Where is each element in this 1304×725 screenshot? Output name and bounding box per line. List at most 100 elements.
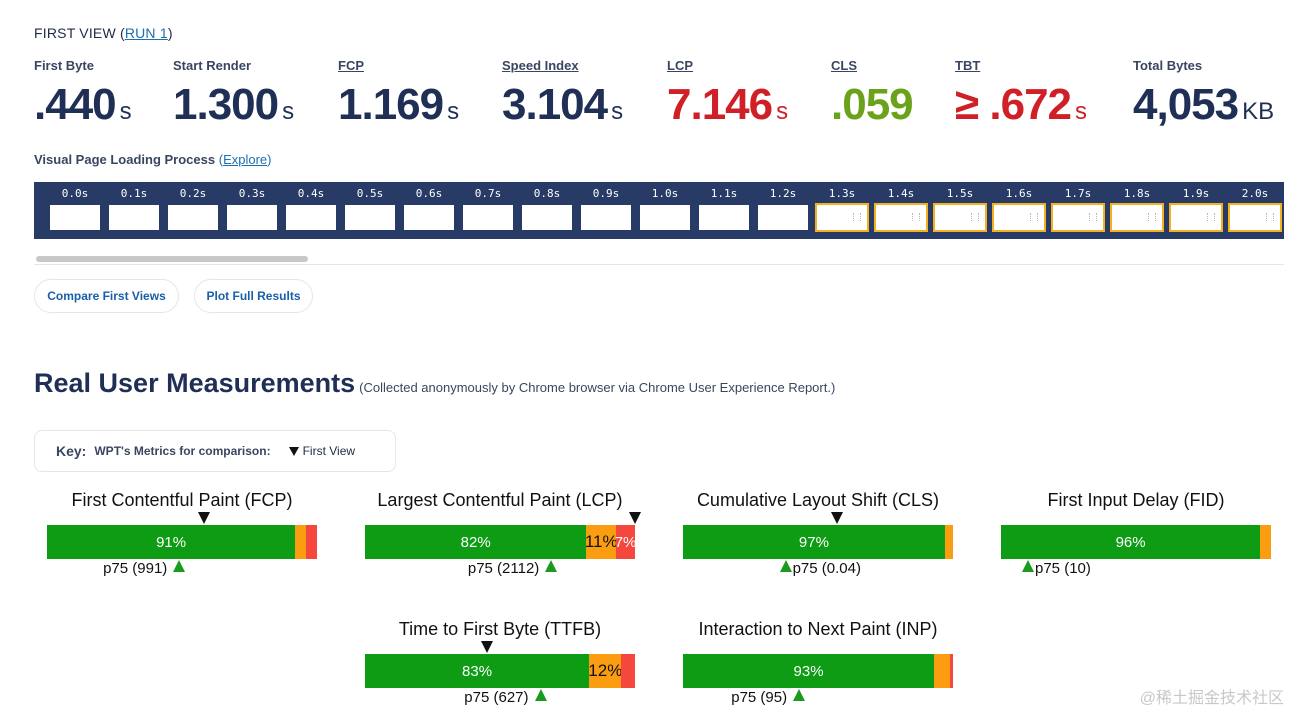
compare-first-views-button[interactable]: Compare First Views xyxy=(34,279,179,313)
filmstrip-frame[interactable]: 0.3s xyxy=(225,182,279,239)
triangle-down-icon xyxy=(288,447,299,456)
frame-time: 1.8s xyxy=(1123,187,1151,200)
bar-segment-bad xyxy=(306,525,317,559)
distribution-bar: 97% xyxy=(683,525,953,559)
filmstrip-frame[interactable]: 1.8s xyxy=(1110,182,1164,239)
filmstrip-frame[interactable]: 0.0s xyxy=(48,182,102,239)
rum-card-title: First Contentful Paint (FCP) xyxy=(71,490,293,510)
p75-label: p75 (10) xyxy=(1035,560,1091,577)
bar-segment-good: 93% xyxy=(683,654,935,688)
rum-title: Real User Measurements xyxy=(34,368,356,398)
frame-time: 2.0s xyxy=(1241,187,1269,200)
p75-marker-triangle-up-icon xyxy=(173,560,186,572)
filmstrip-frame[interactable]: 0.9s xyxy=(579,182,633,239)
frame-thumbnail[interactable] xyxy=(404,205,454,230)
frame-thumbnail[interactable] xyxy=(168,205,218,230)
filmstrip-frame[interactable]: 0.7s xyxy=(461,182,515,239)
filmstrip-scrollbar[interactable] xyxy=(34,253,1284,265)
bar-segment-good: 97% xyxy=(683,525,945,559)
metric-label[interactable]: TBT xyxy=(955,58,981,73)
metric-label: Total Bytes xyxy=(1133,58,1203,73)
frame-thumbnail[interactable] xyxy=(1051,203,1105,232)
metric-lcp[interactable]: LCP 7.146 s xyxy=(667,58,788,129)
frame-thumbnail[interactable] xyxy=(933,203,987,232)
p75-marker-triangle-up-icon xyxy=(534,689,547,701)
frame-time: 1.3s xyxy=(828,187,856,200)
metric-cls[interactable]: CLS .059 xyxy=(831,58,914,129)
rum-card-title: First Input Delay (FID) xyxy=(1047,490,1225,510)
explore-link[interactable]: Explore xyxy=(223,152,268,167)
filmstrip-frame[interactable]: 0.2s xyxy=(166,182,220,239)
metric-label[interactable]: LCP xyxy=(667,58,693,73)
filmstrip-frame[interactable]: 0.5s xyxy=(343,182,397,239)
metric-value: .059 xyxy=(831,80,914,130)
metric-number: 4,053 xyxy=(1133,80,1239,129)
filmstrip-frame[interactable]: 0.4s xyxy=(284,182,338,239)
visual-loading-label: Visual Page Loading Process xyxy=(34,152,216,167)
frame-thumbnail[interactable] xyxy=(286,205,336,230)
frame-thumbnail[interactable] xyxy=(874,203,928,232)
filmstrip-frame[interactable]: 1.3s xyxy=(815,182,869,239)
frame-thumbnail[interactable] xyxy=(758,205,808,230)
frame-thumbnail[interactable] xyxy=(699,205,749,230)
p75-label: p75 (627) xyxy=(464,689,529,706)
frame-thumbnail[interactable] xyxy=(1110,203,1164,232)
run-1-link[interactable]: RUN 1 xyxy=(124,25,168,41)
frame-time: 1.9s xyxy=(1182,187,1210,200)
bar-segment-mid xyxy=(944,525,953,559)
rum-card: Interaction to Next Paint (INP) 93% p75 (9… xyxy=(683,619,953,719)
filmstrip-frame[interactable]: 1.5s xyxy=(933,182,987,239)
metric-unit: s xyxy=(1075,98,1088,125)
rum-card: Time to First Byte (TTFB) 83% 12% p75 (627) xyxy=(365,619,635,719)
frame-time: 0.4s xyxy=(297,187,325,200)
filmstrip-frame[interactable]: 0.1s xyxy=(107,182,161,239)
key-legend: Key: WPT's Metrics for comparison: First… xyxy=(34,430,396,472)
metric-number: ≥ .672 xyxy=(955,80,1072,129)
frame-thumbnail[interactable] xyxy=(640,205,690,230)
metric-label[interactable]: Speed Index xyxy=(502,58,579,73)
filmstrip-frame[interactable]: 1.2s xyxy=(756,182,810,239)
filmstrip-frame[interactable]: 1.9s xyxy=(1169,182,1223,239)
metric-fcp[interactable]: FCP 1.169 s xyxy=(338,58,459,129)
frame-thumbnail[interactable] xyxy=(463,205,513,230)
filmstrip-frame[interactable]: 1.0s xyxy=(638,182,692,239)
frame-time: 1.0s xyxy=(651,187,679,200)
frame-time: 0.8s xyxy=(533,187,561,200)
frame-thumbnail[interactable] xyxy=(50,205,100,230)
metric-label[interactable]: CLS xyxy=(831,58,857,73)
frame-thumbnail[interactable] xyxy=(1169,203,1223,232)
frame-thumbnail[interactable] xyxy=(109,205,159,230)
frame-thumbnail[interactable] xyxy=(992,203,1046,232)
frame-time: 0.1s xyxy=(120,187,148,200)
metric-tbt[interactable]: TBT ≥ .672 s xyxy=(955,58,1087,129)
filmstrip-frame[interactable]: 1.1s xyxy=(697,182,751,239)
rum-card: Cumulative Layout Shift (CLS) 97% p75 (0.0… xyxy=(683,490,953,590)
frame-thumbnail[interactable] xyxy=(227,205,277,230)
filmstrip-frame[interactable]: 1.6s xyxy=(992,182,1046,239)
metric-number: .059 xyxy=(831,80,914,129)
frame-time: 1.5s xyxy=(946,187,974,200)
frame-thumbnail[interactable] xyxy=(581,205,631,230)
scrollbar-thumb[interactable] xyxy=(36,256,308,262)
explore-close-paren: ) xyxy=(267,152,272,167)
distribution-bar: 82%11%7% xyxy=(365,525,635,559)
filmstrip-frame[interactable]: 0.8s xyxy=(520,182,574,239)
rum-card-title: Largest Contentful Paint (LCP) xyxy=(377,490,623,510)
frame-time: 1.7s xyxy=(1064,187,1092,200)
frame-thumbnail[interactable] xyxy=(1228,203,1282,232)
filmstrip[interactable]: 0.0s 0.1s 0.2s 0.3s 0.4s 0.5s 0.6s 0.7s 0.8s 0.9s… xyxy=(34,182,1284,239)
filmstrip-frame[interactable]: 0.6s xyxy=(402,182,456,239)
filmstrip-frame[interactable]: 1.7s xyxy=(1051,182,1105,239)
metric-unit: s xyxy=(611,98,624,125)
metric-value: 7.146 s xyxy=(667,80,788,130)
p75-marker-triangle-up-icon xyxy=(545,560,558,572)
frame-thumbnail[interactable] xyxy=(345,205,395,230)
metric-speed-index[interactable]: Speed Index 3.104 s xyxy=(502,58,623,129)
metric-label[interactable]: FCP xyxy=(338,58,364,73)
frame-thumbnail[interactable] xyxy=(522,205,572,230)
run-header-prefix: FIRST VIEW ( xyxy=(34,25,125,41)
filmstrip-frame[interactable]: 1.4s xyxy=(874,182,928,239)
frame-thumbnail[interactable] xyxy=(815,203,869,232)
plot-full-results-button[interactable]: Plot Full Results xyxy=(194,279,313,313)
filmstrip-frame[interactable]: 2.0s xyxy=(1228,182,1282,239)
